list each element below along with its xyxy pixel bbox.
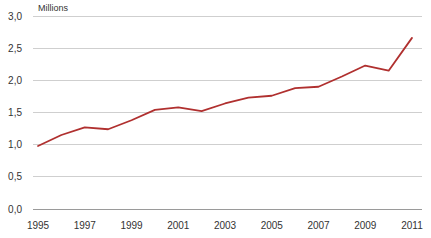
grid-line [33,209,422,210]
x-tick-label: 2009 [354,220,377,231]
grid-line [33,176,422,177]
y-tick-label: 2,0 [8,75,22,86]
plot-area [38,38,412,146]
x-tick-label: 2003 [214,220,237,231]
y-tick-label: 2,5 [8,43,22,54]
x-tick-label: 1999 [120,220,143,231]
grid-line [33,144,422,145]
y-axis-label: Millions [38,3,69,13]
y-tick-label: 0,5 [8,171,22,182]
x-tick-label: 1995 [27,220,50,231]
y-tick-label: 0,0 [8,204,22,215]
chart: 0,0 0,5 1,0 1,5 2,0 2,5 3,0 1995 1997 1999 2001 200… [0,0,431,238]
grid-line [33,80,422,81]
grid-line [33,112,422,113]
x-tick-label: 2005 [261,220,284,231]
y-tick-label: 3,0 [8,11,22,22]
grid-line [33,48,422,49]
y-tick-label: 1,0 [8,139,22,150]
x-tick-label: 2001 [167,220,190,231]
y-tick-label: 1,5 [8,107,22,118]
x-tick-label: 2011 [401,220,423,231]
grid-line [33,16,422,17]
data-line [38,38,412,146]
x-tick-label: 2007 [307,220,330,231]
x-tick-label: 1997 [74,220,97,231]
